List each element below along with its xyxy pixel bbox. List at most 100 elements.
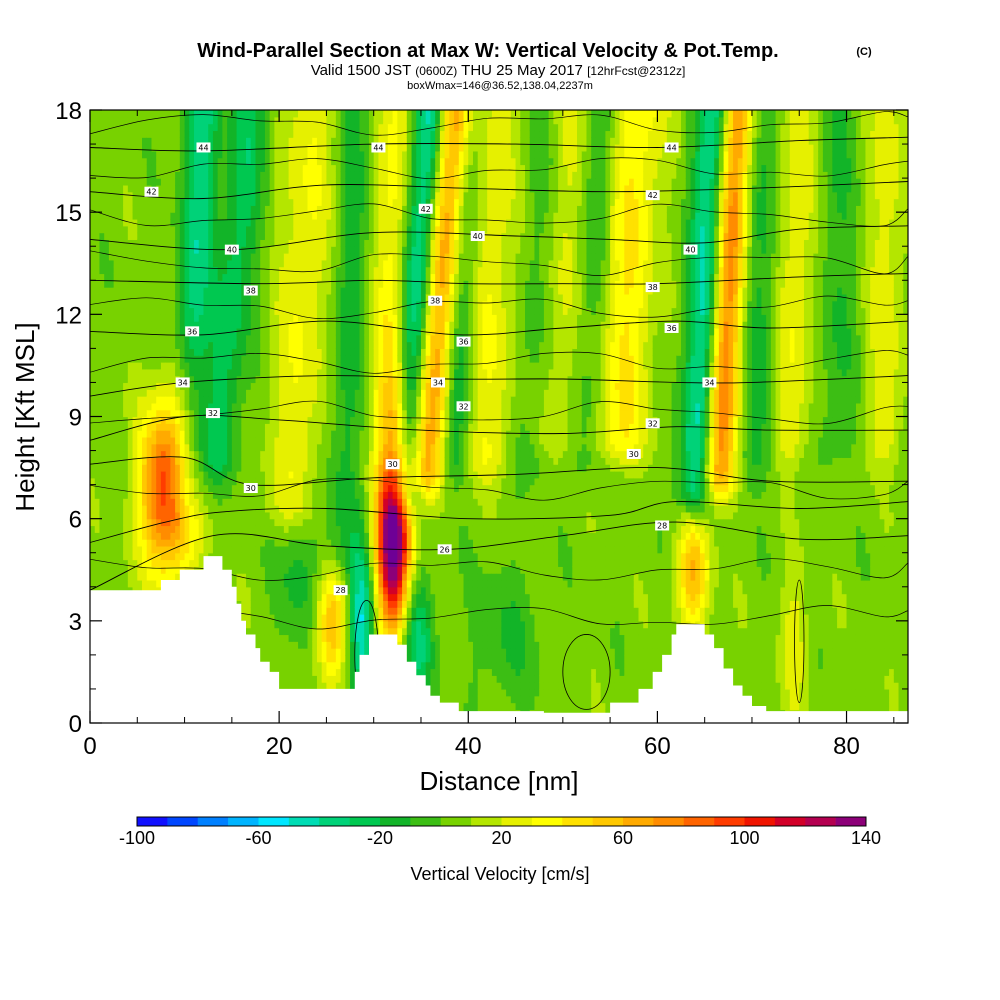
heatmap-cell [321, 668, 328, 676]
heatmap-cell [170, 178, 176, 186]
heatmap-cell [231, 545, 238, 554]
heatmap-cell [108, 246, 115, 254]
heatmap-cell [269, 402, 276, 411]
heatmap-cell [123, 287, 129, 295]
heatmap-cell [274, 137, 280, 145]
heatmap-cell [321, 566, 328, 574]
heatmap-cell [156, 218, 162, 227]
heatmap-cell [255, 307, 261, 315]
heatmap-cell [123, 355, 129, 363]
heatmap-cell [203, 382, 209, 390]
heatmap-cell [142, 552, 148, 561]
heatmap-cell [108, 402, 115, 411]
heatmap-cell [189, 314, 195, 322]
heatmap-cell [298, 682, 304, 690]
heatmap-cell [241, 178, 247, 186]
heatmap-cell [260, 246, 266, 254]
heatmap-cell [298, 300, 304, 309]
heatmap-cell [283, 470, 290, 479]
heatmap-cell [132, 382, 138, 390]
heatmap-cell [274, 307, 280, 315]
heatmap-cell [137, 198, 143, 206]
heatmap-cell [184, 123, 190, 132]
heatmap-cell [222, 116, 228, 125]
heatmap-cell [208, 505, 214, 513]
heatmap-cell [340, 668, 346, 676]
heatmap-cell [203, 239, 209, 247]
heatmap-cell [146, 511, 153, 520]
heatmap-cell [194, 539, 200, 547]
heatmap-cell [90, 184, 96, 193]
heatmap-cell [298, 116, 304, 125]
heatmap-cell [312, 682, 318, 690]
heatmap-cell [118, 225, 124, 234]
heatmap-cell [326, 484, 332, 493]
heatmap-cell [217, 498, 223, 506]
heatmap-cell [264, 389, 271, 397]
heatmap-cell [283, 614, 290, 622]
heatmap-cell [250, 150, 257, 159]
heatmap-cell [208, 389, 214, 397]
heatmap-cell [113, 184, 119, 193]
heatmap-cell [94, 559, 101, 567]
heatmap-cell [331, 552, 337, 561]
heatmap-cell [246, 178, 252, 186]
heatmap-cell [307, 212, 313, 220]
heatmap-cell [298, 532, 304, 540]
heatmap-cell [316, 668, 323, 676]
heatmap-cell [137, 191, 143, 200]
heatmap-cell [250, 396, 257, 404]
heatmap-cell [104, 348, 110, 356]
heatmap-cell [274, 430, 280, 438]
heatmap-cell [179, 525, 186, 533]
heatmap-cell [335, 198, 342, 206]
heatmap-cell [108, 484, 115, 493]
heatmap-cell [179, 259, 186, 268]
heatmap-cell [132, 218, 138, 227]
heatmap-cell [302, 668, 309, 676]
heatmap-cell [340, 150, 346, 159]
heatmap-cell [264, 191, 271, 200]
heatmap-cell [331, 668, 337, 676]
heatmap-cell [113, 484, 119, 493]
heatmap-cell [279, 253, 285, 261]
heatmap-cell [179, 436, 186, 445]
heatmap-cell [123, 389, 129, 397]
heatmap-cell [227, 212, 233, 220]
heatmap-cell [279, 327, 285, 336]
heatmap-cell [160, 178, 167, 186]
heatmap-cell [321, 396, 328, 404]
heatmap-cell [335, 457, 342, 465]
heatmap-cell [160, 280, 167, 288]
heatmap-cell [151, 198, 157, 206]
heatmap-cell [203, 321, 209, 329]
heatmap-cell [203, 205, 209, 213]
heatmap-cell [203, 293, 209, 302]
heatmap-cell [307, 518, 313, 527]
heatmap-cell [312, 607, 318, 615]
heatmap-cell [194, 525, 200, 533]
heatmap-cell [170, 314, 176, 322]
heatmap-cell [335, 416, 342, 424]
heatmap-cell [236, 396, 242, 404]
heatmap-cell [189, 532, 195, 540]
heatmap-cell [123, 116, 129, 125]
heatmap-cell [340, 409, 346, 418]
heatmap-cell [222, 205, 228, 213]
heatmap-cell [264, 518, 271, 527]
heatmap-cell [208, 423, 214, 431]
heatmap-cell [331, 116, 337, 125]
heatmap-cell [132, 205, 138, 213]
heatmap-cell [241, 157, 247, 166]
heatmap-cell [345, 661, 351, 670]
heatmap-cell [231, 491, 238, 499]
heatmap-cell [298, 498, 304, 506]
heatmap-cell [189, 518, 195, 527]
heatmap-cell [156, 457, 162, 465]
heatmap-cell [118, 205, 124, 213]
heatmap-cell [340, 368, 346, 377]
heatmap-cell [236, 586, 242, 595]
heatmap-cell [113, 232, 119, 241]
heatmap-cell [146, 355, 153, 363]
heatmap-cell [293, 470, 299, 479]
